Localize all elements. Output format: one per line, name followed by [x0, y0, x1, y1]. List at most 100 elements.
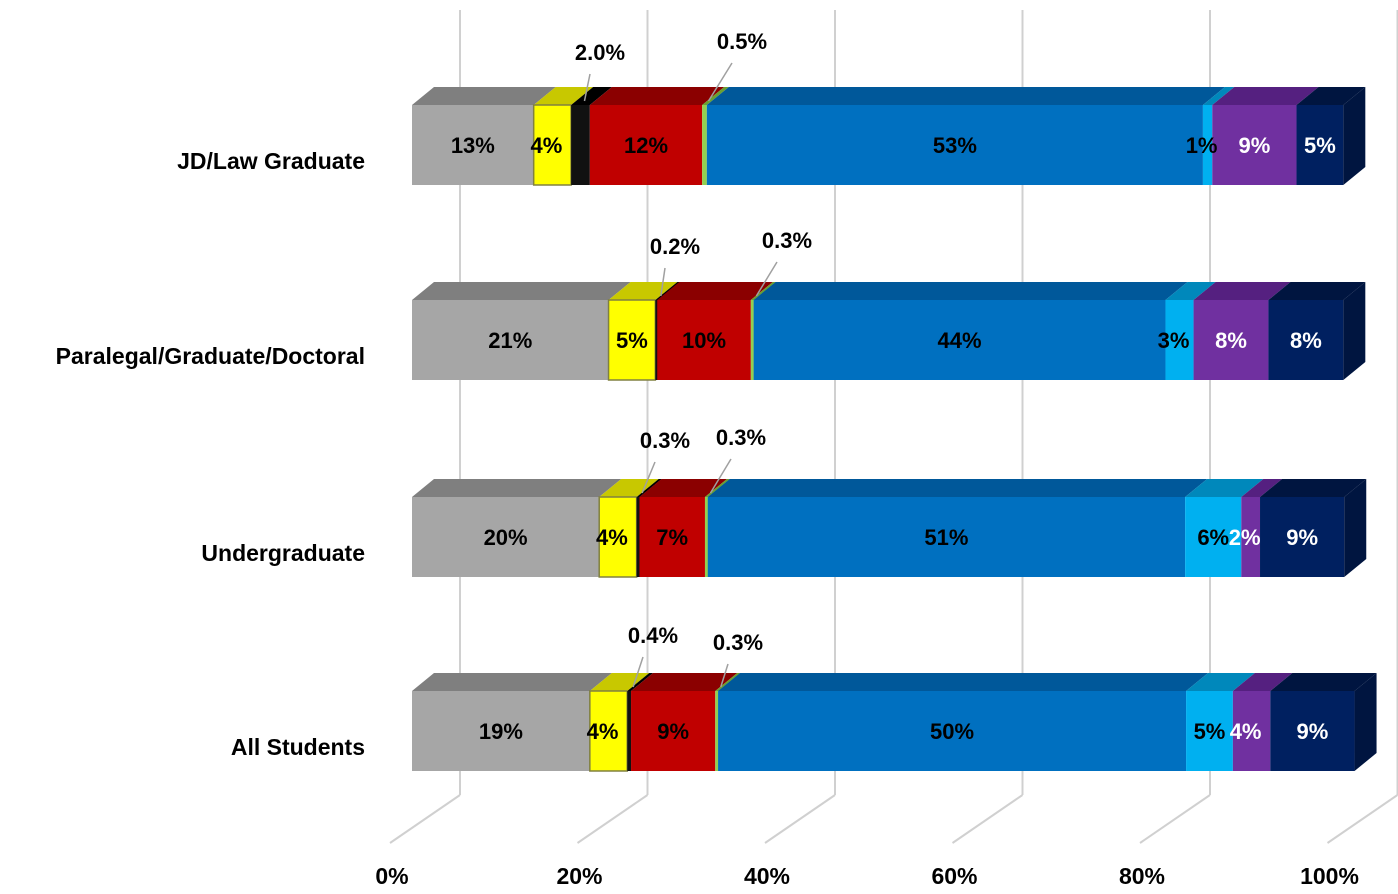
gridline-floor	[389, 794, 461, 844]
bar-segment-top	[718, 673, 1209, 691]
bar-segment	[607, 299, 657, 381]
data-label: 5%	[1304, 133, 1336, 158]
bar-segment	[707, 497, 1186, 577]
bar-segment	[639, 497, 705, 577]
bar-segment	[571, 105, 590, 185]
gridline-floor	[1326, 794, 1398, 844]
data-label: 3%	[1158, 328, 1190, 353]
bar-segment-top	[1165, 282, 1216, 300]
x-axis-tick-labels: 0% 20% 40% 60% 80% 100%	[375, 863, 1359, 889]
bar-segment	[1193, 300, 1269, 380]
bar-segment-top	[1260, 479, 1367, 497]
bar-segment-top	[1212, 87, 1319, 105]
bar-segment	[657, 300, 751, 380]
bar-segment	[750, 300, 754, 380]
data-label: 0.3%	[640, 428, 690, 453]
bar-segment	[412, 300, 609, 380]
bar-segment	[1202, 105, 1213, 185]
bar-row	[412, 479, 1367, 578]
bar-segment	[1268, 300, 1344, 380]
bar-segment	[1185, 497, 1242, 577]
data-label: 1%	[1186, 133, 1218, 158]
bar-segment-top	[1193, 282, 1291, 300]
data-label: 5%	[1194, 719, 1226, 744]
data-label: 9%	[1239, 133, 1271, 158]
data-label: 9%	[1297, 719, 1329, 744]
data-label: 44%	[938, 328, 982, 353]
gridline-floor	[1139, 794, 1211, 844]
bar-segment	[412, 105, 534, 185]
bar-segment	[589, 105, 703, 185]
bar-segment-top	[589, 87, 725, 105]
bar-row	[412, 673, 1377, 772]
data-label: 4%	[596, 525, 628, 550]
callout-leader-line	[755, 261, 778, 297]
bar-segment	[1260, 497, 1345, 577]
bar-segment-top	[707, 479, 1208, 497]
callout-leader-line	[641, 461, 656, 494]
bar-segment-top	[1296, 87, 1366, 105]
data-label: 9%	[657, 719, 689, 744]
data-label: 8%	[1215, 328, 1247, 353]
data-label: 0.3%	[716, 425, 766, 450]
bar-segment-top	[706, 87, 1225, 105]
bar-segment-top	[1241, 479, 1283, 497]
x-tick-label: 20%	[556, 863, 602, 889]
bar-segment	[636, 497, 640, 577]
bar-segment-top	[1185, 479, 1264, 497]
bar-segment	[1296, 105, 1344, 185]
data-label: 13%	[451, 133, 495, 158]
bar-segment	[1270, 691, 1355, 771]
callout-leader-line	[632, 656, 644, 688]
x-tick-label: 40%	[744, 863, 790, 889]
bar-segment	[1232, 691, 1271, 771]
data-label: 21%	[488, 328, 532, 353]
data-labels: 13% 4% 2.0% 12% 0.5% 53% 1% 9% 5% 21% 5% 0.2% 10% 0.3…	[451, 29, 1336, 744]
data-label: 2%	[1229, 525, 1261, 550]
bar-segment-top	[1268, 282, 1366, 300]
data-label: 0.4%	[628, 623, 678, 648]
data-label: 4%	[531, 133, 563, 158]
bar-segment-top	[412, 673, 612, 691]
bar-segment-top	[412, 282, 631, 300]
bar-segment-top	[639, 479, 727, 497]
category-labels: JD/Law Graduate Paralegal/Graduate/Doctor…	[56, 148, 365, 760]
x-tick-label: 100%	[1300, 863, 1359, 889]
data-label: 6%	[1197, 525, 1229, 550]
bar-segment-top	[1186, 673, 1255, 691]
bar-segment-top	[589, 673, 650, 691]
bar-segment-top	[533, 87, 594, 105]
bar-segment-top	[412, 87, 556, 105]
x-tick-label: 80%	[1119, 863, 1165, 889]
bar-row	[412, 282, 1366, 381]
data-label: 12%	[624, 133, 668, 158]
bar-segment	[1186, 691, 1233, 771]
x-tick-label: 60%	[931, 863, 977, 889]
data-label: 9%	[1286, 525, 1318, 550]
bar-segment-top	[608, 282, 678, 300]
bar-segment-top	[1202, 87, 1235, 105]
data-label: 0.2%	[650, 234, 700, 259]
data-label: 19%	[479, 719, 523, 744]
bar-segment-top	[753, 282, 1188, 300]
bar-segment	[706, 105, 1203, 185]
bar-segment	[704, 497, 708, 577]
data-label: 53%	[933, 133, 977, 158]
data-label: 10%	[682, 328, 726, 353]
data-label: 51%	[924, 525, 968, 550]
category-label: JD/Law Graduate	[177, 148, 365, 174]
data-label: 2.0%	[575, 40, 625, 65]
bar-side-face	[1343, 87, 1366, 185]
data-label: 7%	[656, 525, 688, 550]
data-label: 0.5%	[717, 29, 767, 54]
category-label: All Students	[231, 734, 365, 760]
bar-segment	[598, 496, 638, 578]
bar-segment-top	[571, 87, 612, 105]
bar-segment	[1165, 300, 1194, 380]
gridline-floor	[951, 794, 1024, 844]
bar-side-face	[1343, 282, 1366, 380]
bar-segment	[1212, 105, 1297, 185]
bar-segment	[412, 691, 590, 771]
callout-leader-line	[660, 267, 666, 297]
bar-row	[412, 87, 1366, 186]
